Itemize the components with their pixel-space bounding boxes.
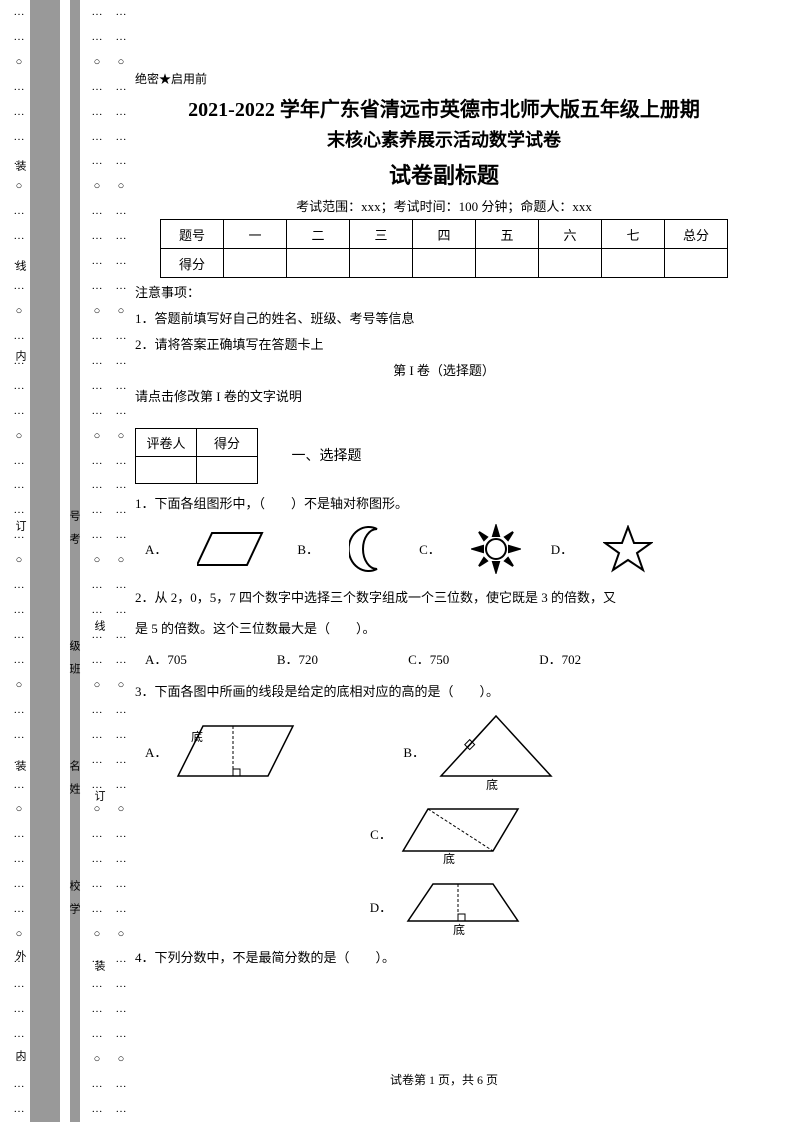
dots-col-3: ……○…………○…………○…………○…………○…………○…………○…………○……… — [112, 0, 130, 1122]
q2-B: B．720 — [277, 649, 318, 668]
binding-label-left-5: 装 — [12, 760, 28, 777]
cell: 总分 — [665, 220, 728, 249]
dots-col-2: ……○…………○…………○…………○…………○…………○…………○…………○……… — [88, 0, 106, 1122]
cell: 三 — [350, 220, 413, 249]
cell: 题号 — [161, 220, 224, 249]
cell: 七 — [602, 220, 665, 249]
part1-note: 请点击修改第 I 卷的文字说明 — [135, 386, 753, 408]
cell: 二 — [287, 220, 350, 249]
page-content: 绝密★启用前 2021-2022 学年广东省清远市英德市北师大版五年级上册期 末… — [135, 70, 753, 1092]
section-title: 一、选择题 — [292, 445, 362, 465]
q3-row3: D． 底 — [145, 876, 753, 936]
binding-label-left-4: 订 — [12, 520, 28, 537]
star-icon — [603, 525, 653, 573]
section-header: 评卷人得分 一、选择题 — [135, 428, 753, 484]
cell: 四 — [413, 220, 476, 249]
binding-label-left-7: 内 — [12, 1050, 28, 1067]
q3-fig-C: 底 — [398, 801, 528, 866]
binding-mini-1: 线 — [91, 620, 107, 637]
q3-fig-B: 底 — [431, 711, 561, 791]
q2-stem1: 2．从 2，0，5，7 四个数字中选择三个数字组成一个三位数，使它既是 3 的倍… — [135, 586, 753, 609]
q3-fig-A: 底 — [173, 716, 303, 786]
score-row-values: 得分 — [161, 249, 728, 278]
svg-text:底: 底 — [443, 851, 455, 866]
binding-label-left-1: 装 — [12, 160, 28, 177]
q1-stem: 1．下面各组图形中，（ ）不是轴对称图形。 — [135, 492, 753, 515]
q3-C-label: C． — [370, 824, 392, 843]
cell: 六 — [539, 220, 602, 249]
eval-table: 评卷人得分 — [135, 428, 258, 484]
q2-A: A．705 — [145, 649, 187, 668]
binding-label-left-3: 内 — [12, 350, 28, 367]
cell: 得分 — [161, 249, 224, 278]
sidebar-label-1: 号考 — [66, 510, 82, 556]
page-footer: 试卷第 1 页，共 6 页 — [135, 1071, 753, 1088]
q3-B-label: B． — [403, 742, 425, 761]
binding-label-left-6: 外 — [12, 950, 28, 967]
title-line-1: 2021-2022 学年广东省清远市英德市北师大版五年级上册期 — [135, 93, 753, 122]
q2-stem2: 是 5 的倍数。这个三位数最大是（ ）。 — [135, 617, 753, 640]
score-table: 题号 一 二 三 四 五 六 七 总分 得分 — [160, 219, 728, 278]
secret-label: 绝密★启用前 — [135, 70, 753, 87]
cell: 一 — [224, 220, 287, 249]
q2-C: C．750 — [408, 649, 449, 668]
binding-strip-1 — [30, 0, 60, 1122]
svg-text:底: 底 — [453, 922, 465, 936]
part1-title: 第 I 卷（选择题） — [135, 360, 753, 382]
sidebar-label-3: 名姓 — [66, 760, 82, 806]
binding-label-left-2: 线 — [12, 260, 28, 277]
cell: 五 — [476, 220, 539, 249]
q2-options: A．705 B．720 C．750 D．702 — [145, 649, 753, 668]
q3-D-label: D． — [370, 897, 392, 916]
q3-row2: C． 底 — [145, 801, 753, 866]
score-row-header: 题号 一 二 三 四 五 六 七 总分 — [161, 220, 728, 249]
svg-text:底: 底 — [486, 777, 498, 791]
sun-icon — [471, 524, 521, 574]
q4-stem: 4．下列分数中，不是最简分数的是（ ）。 — [135, 946, 753, 969]
q2-D: D．702 — [539, 649, 581, 668]
notes-heading: 注意事项： — [135, 282, 753, 304]
subtitle: 试卷副标题 — [135, 158, 753, 190]
exam-meta: 考试范围：xxx；考试时间：100 分钟；命题人：xxx — [135, 196, 753, 215]
binding-mini-2: 订 — [91, 790, 107, 807]
moon-icon — [349, 525, 389, 573]
svg-text:底: 底 — [191, 729, 203, 744]
title-line-2: 末核心素养展示活动数学试卷 — [135, 126, 753, 152]
q1-B-label: B． — [297, 539, 319, 558]
binding-mini-3: 装 — [91, 960, 107, 977]
eval-c1: 评卷人 — [136, 429, 197, 457]
q3-A-label: A． — [145, 742, 167, 761]
sidebar-label-4: 校学 — [66, 880, 82, 926]
parallelogram-icon — [197, 528, 267, 570]
notes-2: 2．请将答案正确填写在答题卡上 — [135, 334, 753, 356]
q1-D-label: D． — [551, 539, 573, 558]
binding-strip-2 — [70, 0, 80, 1122]
q1-A-label: A． — [145, 539, 167, 558]
q1-C-label: C． — [419, 539, 441, 558]
q1-options: A． B． C． D． — [145, 524, 753, 574]
notes-1: 1．答题前填写好自己的姓名、班级、考号等信息 — [135, 308, 753, 330]
q3-row1: A． 底 B． 底 — [145, 711, 753, 791]
q3-stem: 3．下面各图中所画的线段是给定的底相对应的高的是（ ）。 — [135, 680, 753, 703]
sidebar-label-2: 级班 — [66, 640, 82, 686]
q3-fig-D: 底 — [398, 876, 528, 936]
eval-c2: 得分 — [197, 429, 258, 457]
